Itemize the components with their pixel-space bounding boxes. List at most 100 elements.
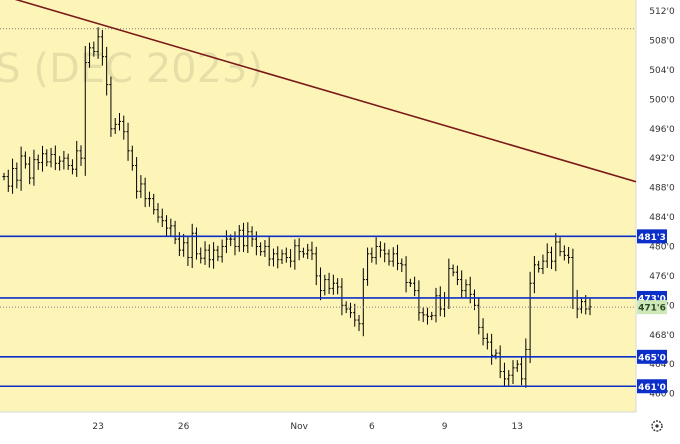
candle bbox=[541, 254, 545, 275]
candle bbox=[122, 115, 126, 140]
candle bbox=[297, 238, 301, 261]
candle bbox=[417, 280, 421, 321]
candle bbox=[357, 314, 361, 332]
candle bbox=[498, 345, 502, 379]
candle bbox=[53, 145, 57, 171]
candle bbox=[216, 245, 220, 262]
candle bbox=[451, 264, 455, 277]
candle bbox=[387, 249, 391, 266]
candle bbox=[139, 175, 143, 198]
candle bbox=[464, 279, 468, 299]
candle bbox=[194, 227, 199, 260]
last-price-tag: 471'6 bbox=[637, 300, 667, 315]
candle bbox=[254, 231, 258, 256]
candle bbox=[147, 191, 152, 207]
time-tick-label: 13 bbox=[512, 422, 523, 432]
candle bbox=[579, 297, 584, 314]
price-tick-label: 464'0 bbox=[649, 360, 675, 370]
candle bbox=[323, 274, 327, 296]
price-labels: 481'3 473'0 465'0 461'0 471'6 bbox=[637, 229, 667, 394]
candle bbox=[259, 242, 263, 256]
candle bbox=[87, 42, 92, 68]
candle bbox=[425, 307, 430, 325]
trendline[interactable] bbox=[0, 0, 637, 183]
candle bbox=[246, 222, 250, 254]
candle bbox=[502, 362, 507, 386]
candle bbox=[58, 156, 62, 171]
candle bbox=[199, 247, 203, 264]
candle bbox=[460, 270, 464, 298]
price-tick-label: 512'0 bbox=[649, 7, 675, 17]
candle bbox=[331, 274, 335, 295]
candle bbox=[10, 158, 15, 194]
candle bbox=[160, 208, 164, 227]
candle bbox=[75, 140, 79, 177]
candle bbox=[6, 169, 10, 192]
gear-icon-center bbox=[655, 424, 659, 428]
svg-text:473'0: 473'0 bbox=[638, 294, 666, 304]
candle bbox=[481, 318, 485, 346]
candle bbox=[220, 239, 224, 263]
candles bbox=[2, 27, 592, 388]
candle bbox=[532, 256, 536, 294]
price-tick-label: 496'0 bbox=[649, 125, 675, 135]
candle bbox=[562, 245, 566, 261]
candle bbox=[404, 256, 408, 293]
watermark-text: ES (DEC 2023) bbox=[0, 46, 263, 92]
candle bbox=[549, 246, 554, 270]
svg-text:481'3: 481'3 bbox=[638, 233, 666, 243]
candle bbox=[45, 149, 49, 167]
candle bbox=[365, 247, 370, 286]
candle bbox=[134, 157, 139, 199]
candle bbox=[468, 276, 472, 304]
price-tick-label: 500'0 bbox=[649, 95, 675, 105]
overlay-lines bbox=[0, 0, 637, 388]
candle bbox=[169, 218, 173, 237]
candle bbox=[126, 122, 130, 161]
candle bbox=[336, 278, 340, 295]
time-tick-label: Nov bbox=[290, 422, 308, 432]
candle bbox=[490, 333, 494, 365]
candle bbox=[19, 146, 23, 191]
candle bbox=[117, 113, 122, 131]
price-tick-label: 484'0 bbox=[649, 213, 675, 223]
candle bbox=[434, 287, 438, 323]
candle bbox=[100, 30, 104, 66]
candle bbox=[83, 45, 87, 176]
candle bbox=[545, 243, 549, 268]
price-tick-label: 488'0 bbox=[649, 184, 675, 194]
candle bbox=[66, 153, 70, 170]
candle bbox=[32, 149, 36, 186]
candle bbox=[361, 268, 365, 337]
candle bbox=[28, 156, 32, 185]
level-price-tag: 461'0 bbox=[637, 379, 667, 394]
candle bbox=[400, 258, 404, 272]
gear-icon[interactable] bbox=[651, 420, 663, 432]
candle bbox=[276, 246, 280, 269]
time-axis-background bbox=[0, 412, 680, 440]
candle bbox=[96, 27, 100, 59]
price-tick-label: 504'0 bbox=[649, 66, 675, 76]
candle bbox=[408, 278, 412, 288]
candle bbox=[455, 265, 460, 286]
candle bbox=[267, 237, 271, 267]
candle bbox=[344, 301, 348, 314]
candle bbox=[507, 370, 511, 387]
candle bbox=[348, 302, 353, 318]
candle bbox=[49, 147, 53, 168]
candle bbox=[306, 243, 310, 259]
settings-button[interactable] bbox=[651, 420, 663, 432]
candle bbox=[340, 278, 344, 316]
candle bbox=[70, 159, 75, 175]
candle bbox=[430, 311, 434, 321]
candle bbox=[327, 272, 331, 295]
svg-text:471'6: 471'6 bbox=[638, 304, 666, 314]
candle bbox=[288, 249, 293, 268]
candle bbox=[113, 118, 117, 134]
candle bbox=[2, 172, 6, 181]
candle bbox=[537, 260, 541, 273]
candle bbox=[293, 239, 297, 270]
candle bbox=[92, 41, 96, 57]
